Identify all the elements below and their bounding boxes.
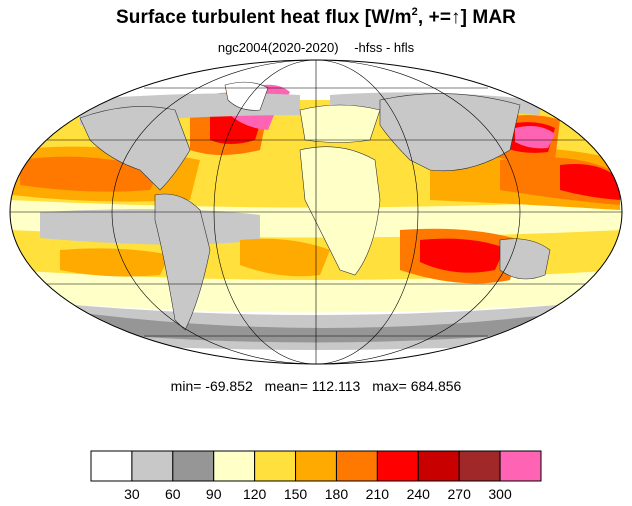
colorbar-swatch (335, 450, 378, 482)
colorbar-swatch (417, 450, 460, 482)
colorbar-tick-label: 90 (205, 486, 222, 502)
colorbar-swatch (295, 450, 337, 482)
colorbar-swatch (376, 450, 419, 482)
colorbar-tick-label: 240 (406, 486, 430, 502)
colorbar-tick-label: 210 (365, 486, 390, 502)
colorbar-swatch (90, 450, 133, 482)
colorbar-swatch (254, 450, 297, 482)
colorbar-tick-label: 60 (165, 486, 181, 502)
colorbar-swatch (458, 450, 501, 482)
colorbar-swatch (131, 450, 174, 482)
variables-label: -hfss - hfls (354, 40, 415, 55)
colorbar-tick-label: 180 (324, 486, 349, 502)
colorbar-swatch (172, 450, 215, 482)
colorbar-tick-label: 270 (447, 486, 471, 502)
graticule (9, 59, 623, 365)
colorbar-tick-label: 150 (283, 486, 308, 502)
colorbar-swatch (499, 450, 542, 482)
colorbar-tick-label: 120 (242, 486, 267, 502)
colorbar-tick-label: 300 (488, 486, 512, 502)
colorbar-tick-label: 30 (124, 486, 140, 502)
min-value: min= -69.852 (170, 378, 253, 394)
map-subtitle: ngc2004(2020-2020) -hfss - hfls (0, 40, 632, 55)
colorbar-swatch (213, 450, 256, 482)
max-value: max= 684.856 (372, 378, 462, 394)
mean-value: mean= 112.113 (264, 378, 361, 394)
statistics-line: min= -69.852 mean= 112.113 max= 684.856 (0, 378, 632, 394)
map-title: Surface turbulent heat flux [W/m2, +=↑] … (116, 6, 516, 28)
run-label: ngc2004(2020-2020) (217, 40, 339, 55)
